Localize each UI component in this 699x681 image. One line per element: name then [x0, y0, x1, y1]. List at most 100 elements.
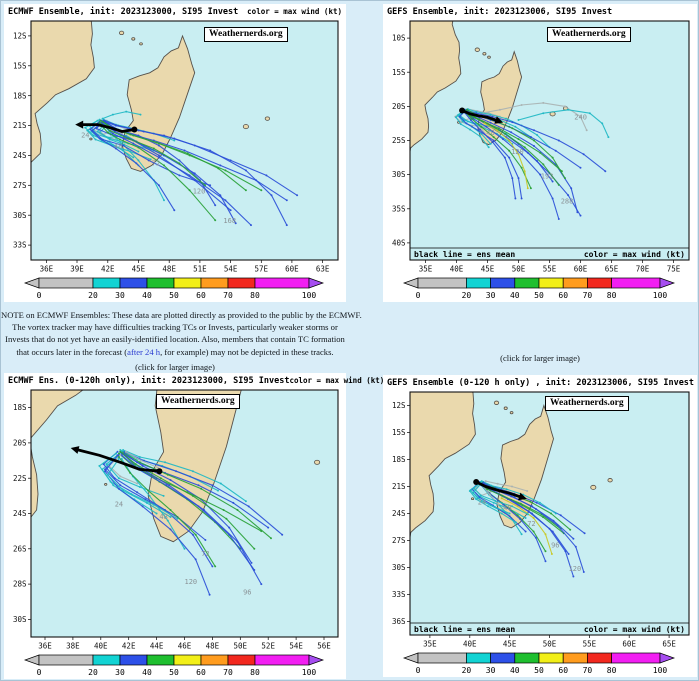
svg-text:27S: 27S: [392, 536, 406, 545]
svg-text:100: 100: [653, 666, 668, 675]
svg-text:0: 0: [416, 666, 421, 675]
svg-text:57E: 57E: [255, 265, 269, 274]
svg-text:24: 24: [115, 500, 123, 508]
svg-text:120: 120: [569, 565, 582, 573]
svg-text:color = max wind (kt): color = max wind (kt): [584, 249, 685, 259]
svg-text:27S: 27S: [13, 181, 27, 190]
svg-text:38E: 38E: [66, 642, 80, 651]
svg-text:72: 72: [201, 550, 209, 558]
svg-text:21S: 21S: [13, 121, 27, 130]
colorbar-ecmwf-120: 0 20 30 40 50 60 70 80 100: [23, 654, 325, 677]
map-link-gefs-120[interactable]: 24 48 72 96 120 black line = ens mean color = …: [385, 390, 695, 650]
svg-text:25S: 25S: [392, 136, 406, 145]
map-link-gefs-full[interactable]: 48 120 192 240 288 black line = ens mean color…: [385, 19, 695, 275]
svg-text:30S: 30S: [13, 211, 27, 220]
svg-text:20: 20: [88, 668, 98, 677]
svg-text:100: 100: [302, 291, 317, 300]
weathernerds-badge: Weathernerds.org: [547, 27, 631, 42]
svg-text:80: 80: [250, 668, 260, 677]
svg-text:18S: 18S: [13, 91, 27, 100]
svg-text:42E: 42E: [101, 265, 115, 274]
svg-text:45E: 45E: [503, 640, 517, 649]
colorbar-caption: color = max wind (kt): [247, 7, 342, 16]
svg-text:168: 168: [223, 217, 236, 225]
note-highlight: after 24 h: [127, 346, 161, 357]
svg-text:40S: 40S: [392, 239, 406, 248]
svg-text:44E: 44E: [150, 642, 164, 651]
colorbar-gefs-120: 0 20 30 40 50 60 70 80 100: [402, 652, 676, 675]
click-larger-right[interactable]: (click for larger image): [500, 353, 580, 363]
ecmwf-note: NOTE on ECMWF Ensembles: These data are …: [1, 309, 362, 373]
svg-text:10S: 10S: [392, 34, 406, 43]
svg-text:36S: 36S: [392, 617, 406, 626]
click-larger-left[interactable]: (click for larger image): [135, 361, 215, 372]
svg-text:28S: 28S: [13, 580, 27, 589]
svg-text:24S: 24S: [13, 151, 27, 160]
svg-text:18S: 18S: [392, 455, 406, 464]
svg-text:20S: 20S: [392, 102, 406, 111]
svg-text:40: 40: [510, 291, 520, 300]
svg-text:15S: 15S: [392, 68, 406, 77]
svg-text:48E: 48E: [162, 265, 176, 274]
svg-text:56E: 56E: [317, 642, 331, 651]
svg-text:45E: 45E: [132, 265, 146, 274]
svg-text:40: 40: [142, 668, 152, 677]
weathernerds-badge: Weathernerds.org: [545, 396, 629, 411]
map-ecmwf-full: 24 48 72 120 168 36E 39E 42E 45E 48E 51E 54E 57E 60E 6…: [13, 20, 339, 274]
svg-text:54E: 54E: [289, 642, 303, 651]
note-line: NOTE on ECMWF Ensembles: These data are …: [1, 310, 362, 320]
svg-text:70: 70: [223, 668, 233, 677]
svg-text:24: 24: [81, 132, 89, 140]
svg-text:75E: 75E: [667, 265, 681, 274]
svg-text:40E: 40E: [463, 640, 477, 649]
svg-text:120: 120: [185, 578, 198, 586]
svg-text:24S: 24S: [392, 509, 406, 518]
svg-text:100: 100: [653, 291, 668, 300]
svg-text:50E: 50E: [234, 642, 248, 651]
panel-title-row: GEFS Ensemble (0-120 h only) , init: 202…: [384, 376, 696, 390]
svg-text:96: 96: [243, 589, 251, 597]
svg-text:30: 30: [486, 291, 496, 300]
svg-text:45E: 45E: [481, 265, 495, 274]
svg-text:black line = ens mean: black line = ens mean: [414, 624, 515, 634]
svg-text:35S: 35S: [392, 204, 406, 213]
svg-text:60: 60: [196, 291, 206, 300]
svg-text:50: 50: [534, 291, 544, 300]
map-ecmwf-120: 24 48 72 96 120 36E 38E 40E 42E 44E 46E 48E 50E 52E 54…: [13, 389, 339, 651]
panel-title: GEFS Ensemble, init: 2023123006, SI95 In…: [387, 7, 613, 17]
svg-text:18S: 18S: [13, 403, 27, 412]
svg-text:12S: 12S: [13, 32, 27, 41]
note-line: that occurs later in the forecast (after…: [16, 346, 334, 357]
map-link-ecmwf-full[interactable]: 24 48 72 120 168 36E 39E 42E 45E 48E 51E 54E 57E 60E 6…: [6, 19, 344, 275]
svg-text:46E: 46E: [178, 642, 192, 651]
colorbar-ecmwf-full: 0 20 30 40 50 60 70 80 100: [23, 277, 325, 300]
svg-text:80: 80: [607, 666, 617, 675]
panel-title-row: ECMWF Ens. (0-120h only), init: 20231230…: [5, 374, 384, 388]
svg-text:0: 0: [416, 291, 421, 300]
svg-text:30S: 30S: [392, 170, 406, 179]
map-gefs-120: 24 48 72 96 120 black line = ens mean color = …: [392, 391, 690, 649]
svg-text:55E: 55E: [583, 640, 597, 649]
panel-ecmwf-full: ECMWF Ensemble, init: 2023123000, SI95 I…: [4, 4, 346, 302]
svg-text:40: 40: [510, 666, 520, 675]
svg-text:15S: 15S: [13, 61, 27, 70]
svg-text:30: 30: [486, 666, 496, 675]
svg-text:48: 48: [114, 143, 122, 151]
svg-text:0: 0: [37, 291, 42, 300]
svg-text:20: 20: [462, 666, 472, 675]
map-link-ecmwf-120[interactable]: 24 48 72 96 120 36E 38E 40E 42E 44E 46E 48E 50E 52E 54…: [6, 388, 344, 652]
svg-text:60: 60: [558, 291, 568, 300]
svg-text:60: 60: [196, 668, 206, 677]
svg-text:60E: 60E: [574, 265, 588, 274]
svg-text:12S: 12S: [392, 401, 406, 410]
svg-text:240: 240: [574, 113, 587, 121]
panel-title: ECMWF Ens. (0-120h only), init: 20231230…: [8, 376, 290, 386]
svg-text:40E: 40E: [94, 642, 108, 651]
colorbar-caption: color = max wind (kt): [289, 376, 385, 385]
panel-title-row: GEFS Ensemble, init: 2023123006, SI95 In…: [384, 5, 696, 19]
svg-text:65E: 65E: [662, 640, 676, 649]
svg-text:72: 72: [527, 520, 535, 528]
svg-text:50E: 50E: [512, 265, 526, 274]
svg-text:40: 40: [142, 291, 152, 300]
